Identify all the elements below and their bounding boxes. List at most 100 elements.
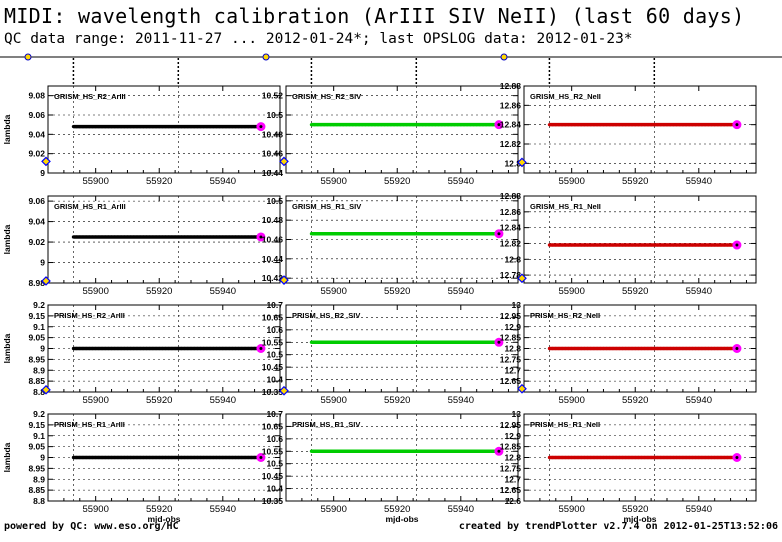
data-point — [122, 346, 126, 351]
data-point — [195, 125, 199, 129]
data-point — [408, 340, 412, 344]
data-point — [382, 232, 387, 236]
data-point — [722, 123, 726, 127]
data-point — [186, 346, 190, 351]
data-point — [160, 455, 165, 460]
data-point — [129, 235, 133, 239]
data-point — [395, 123, 399, 127]
data-point — [557, 455, 561, 460]
data-point — [662, 123, 666, 127]
data-point — [443, 340, 447, 344]
data-point — [703, 243, 707, 247]
data-point — [84, 235, 88, 239]
data-point — [557, 123, 561, 127]
data-point — [579, 243, 583, 247]
data-point — [706, 123, 710, 127]
data-point — [351, 449, 355, 453]
data-point — [252, 235, 257, 239]
y-tick-label: 8.85 — [28, 485, 45, 495]
data-point — [160, 235, 165, 239]
data-point — [341, 123, 345, 127]
data-point — [360, 340, 364, 344]
series-label: PRISM_HS_R2_ArIII — [54, 311, 125, 320]
y-tick-label: 10.5 — [266, 459, 283, 469]
data-point — [116, 455, 120, 460]
data-point — [106, 346, 110, 351]
data-point — [462, 449, 466, 453]
data-point — [192, 235, 196, 239]
data-point — [243, 235, 247, 239]
data-point — [687, 346, 691, 351]
data-point — [386, 123, 390, 127]
data-point — [173, 455, 177, 460]
y-tick-label: 9.06 — [28, 196, 45, 206]
data-point — [630, 123, 634, 127]
data-point — [430, 123, 434, 127]
y-axis-label: lambda — [2, 442, 12, 472]
y-tick-label: 9.08 — [28, 91, 45, 101]
data-point — [363, 449, 368, 453]
data-point — [576, 123, 580, 127]
data-point — [655, 455, 660, 460]
data-point — [408, 449, 412, 453]
data-point — [563, 243, 567, 247]
data-point — [462, 123, 466, 127]
y-tick-label: 8.85 — [28, 376, 45, 386]
data-point — [379, 123, 383, 127]
data-point — [573, 455, 577, 460]
x-tick-label: 55920 — [146, 395, 172, 406]
data-point — [465, 232, 469, 236]
page-subtitle: QC data range: 2011-11-27 ... 2012-01-24… — [4, 31, 633, 47]
data-point — [424, 340, 428, 344]
series-label: GRISM_HS_R1_NeII — [530, 202, 601, 211]
x-tick-label: 55900 — [320, 395, 346, 406]
data-point — [360, 232, 364, 236]
data-point — [78, 346, 82, 351]
data-point — [414, 123, 418, 127]
y-tick-label: 12.86 — [500, 207, 522, 217]
data-point — [655, 346, 660, 351]
data-point — [478, 123, 482, 127]
last-data-point-center — [497, 449, 501, 453]
data-point — [90, 125, 95, 129]
data-point — [81, 346, 85, 351]
data-point — [627, 123, 631, 127]
data-point — [719, 243, 723, 247]
data-point — [703, 346, 707, 351]
data-point — [598, 243, 602, 247]
data-point — [639, 123, 644, 127]
series-label: GRISM_HS_R2_ArIII — [54, 92, 126, 101]
data-point — [183, 125, 187, 129]
data-point — [357, 123, 361, 127]
data-point — [700, 455, 704, 460]
data-point — [332, 232, 336, 236]
x-tick-label: 55940 — [210, 395, 236, 406]
data-point — [655, 243, 660, 247]
data-point — [725, 243, 729, 247]
plot-frame — [285, 85, 519, 174]
data-point — [427, 449, 431, 453]
data-point — [103, 346, 107, 351]
data-point — [694, 123, 698, 127]
footer-powered-by: powered by QC: www.eso.org/HC — [4, 521, 179, 532]
outlier-marker — [279, 385, 289, 396]
data-point — [484, 232, 488, 236]
x-tick-label: 55900 — [82, 176, 108, 187]
data-point — [554, 123, 558, 127]
data-point — [697, 455, 701, 460]
data-point — [144, 455, 149, 460]
last-data-point-center — [259, 235, 263, 239]
data-window-marker — [500, 53, 508, 61]
x-tick-label: 55900 — [82, 286, 108, 297]
data-point — [427, 123, 431, 127]
data-point — [579, 346, 583, 351]
y-tick-label: 10.4 — [266, 484, 283, 494]
data-point — [627, 455, 631, 460]
data-point — [459, 232, 463, 236]
data-point — [144, 125, 149, 129]
data-point — [322, 232, 326, 236]
data-point — [176, 346, 180, 351]
data-point — [490, 340, 495, 344]
data-point — [668, 123, 672, 127]
